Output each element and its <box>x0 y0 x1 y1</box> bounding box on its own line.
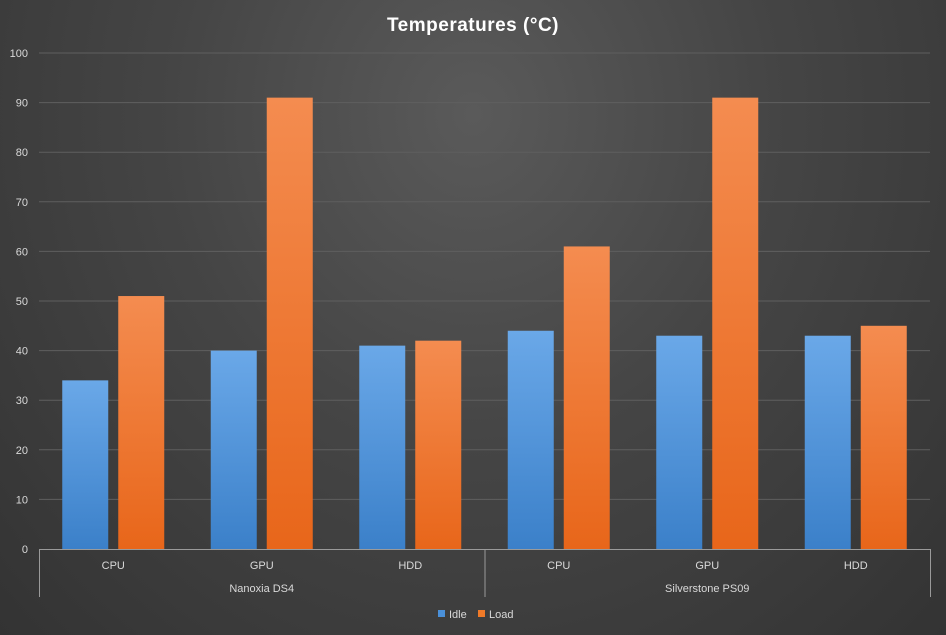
bar-load-gpu <box>712 97 759 549</box>
y-tick-label: 80 <box>16 147 28 159</box>
bar-idle-gpu <box>210 350 257 549</box>
y-tick-label: 70 <box>16 197 28 209</box>
y-tick-label: 50 <box>16 296 28 308</box>
bar-load-cpu <box>118 296 165 549</box>
legend-label-load: Load <box>489 609 513 621</box>
bar-load-gpu <box>266 97 313 549</box>
y-tick-label: 100 <box>10 48 28 60</box>
bar-load-cpu <box>563 246 610 549</box>
x-category-label: HDD <box>844 560 868 572</box>
y-tick-label: 20 <box>16 445 28 457</box>
bar-idle-gpu <box>656 335 703 549</box>
legend-swatch-load <box>478 610 485 617</box>
bar-idle-cpu <box>507 330 554 549</box>
bar-idle-hdd <box>359 345 406 549</box>
y-tick-label: 40 <box>16 346 28 358</box>
y-tick-label: 30 <box>16 395 28 407</box>
y-tick-label: 10 <box>16 494 28 506</box>
x-category-label: CPU <box>102 560 125 572</box>
x-category-label: GPU <box>695 560 719 572</box>
bar-idle-hdd <box>804 335 851 549</box>
x-category-label: HDD <box>398 560 422 572</box>
y-tick-label: 0 <box>22 544 28 556</box>
x-category-label: CPU <box>547 560 570 572</box>
y-tick-label: 90 <box>16 98 28 110</box>
chart-title: Temperatures (°C) <box>387 15 559 36</box>
legend-swatch-idle <box>438 610 445 617</box>
x-group-label: Silverstone PS09 <box>665 583 749 595</box>
bar-load-hdd <box>415 340 462 549</box>
bar-idle-cpu <box>62 380 109 549</box>
x-category-label: GPU <box>250 560 274 572</box>
y-tick-label: 60 <box>16 246 28 258</box>
x-group-label: Nanoxia DS4 <box>229 583 294 595</box>
legend-label-idle: Idle <box>449 609 467 621</box>
bar-load-hdd <box>860 325 907 549</box>
